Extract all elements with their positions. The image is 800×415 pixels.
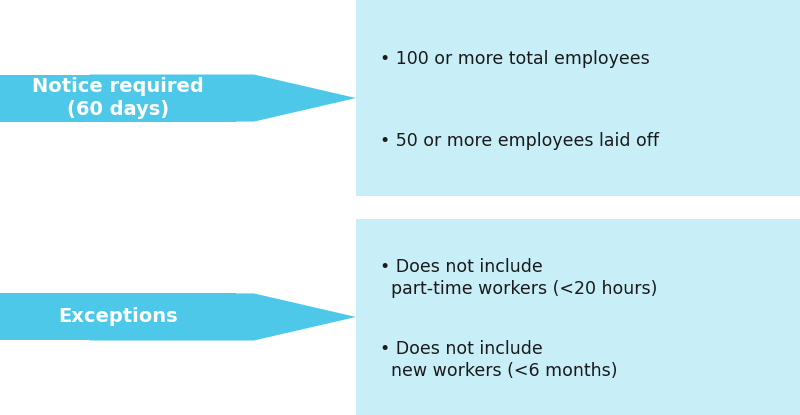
- Polygon shape: [90, 75, 356, 122]
- FancyBboxPatch shape: [0, 122, 236, 196]
- FancyBboxPatch shape: [0, 219, 236, 415]
- Text: Exceptions: Exceptions: [58, 308, 178, 327]
- FancyBboxPatch shape: [0, 293, 90, 340]
- FancyBboxPatch shape: [0, 219, 236, 293]
- Text: Notice required
(60 days): Notice required (60 days): [32, 77, 204, 119]
- FancyBboxPatch shape: [356, 219, 800, 415]
- FancyBboxPatch shape: [0, 75, 90, 122]
- FancyBboxPatch shape: [0, 340, 236, 415]
- Text: • Does not include
  part-time workers (<20 hours): • Does not include part-time workers (<2…: [380, 258, 658, 298]
- Polygon shape: [90, 293, 356, 340]
- FancyBboxPatch shape: [0, 0, 236, 196]
- FancyBboxPatch shape: [0, 0, 236, 75]
- FancyBboxPatch shape: [356, 0, 800, 196]
- Text: • 50 or more employees laid off: • 50 or more employees laid off: [380, 132, 659, 150]
- Text: • 100 or more total employees: • 100 or more total employees: [380, 50, 650, 68]
- Text: • Does not include
  new workers (<6 months): • Does not include new workers (<6 month…: [380, 340, 618, 380]
